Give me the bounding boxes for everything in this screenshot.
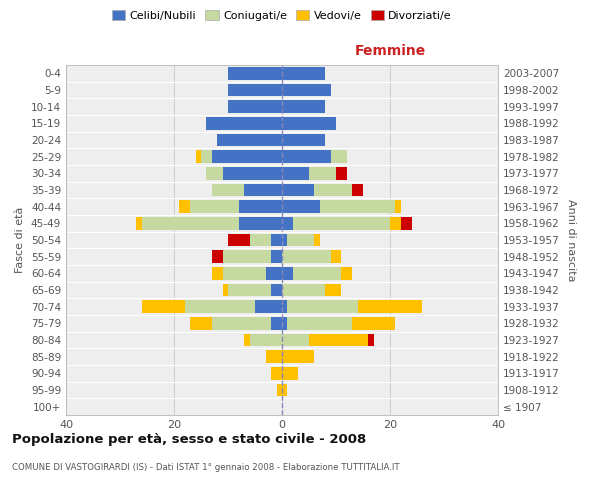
Bar (282, 200, 320, 213)
Bar (239, 217, 282, 230)
Bar (190, 200, 239, 213)
Bar (212, 317, 271, 330)
Bar (293, 267, 341, 280)
Bar (282, 217, 293, 230)
Bar (271, 367, 282, 380)
Bar (244, 334, 250, 346)
Y-axis label: Fasce di età: Fasce di età (16, 207, 25, 273)
Bar (255, 300, 282, 313)
Bar (201, 150, 212, 163)
Bar (271, 284, 282, 296)
Bar (287, 234, 314, 246)
Bar (239, 200, 282, 213)
Bar (282, 350, 314, 363)
Bar (336, 167, 347, 179)
Bar (212, 150, 282, 163)
Bar (250, 234, 271, 246)
Bar (390, 217, 401, 230)
Bar (282, 150, 331, 163)
Bar (282, 334, 309, 346)
Bar (287, 317, 352, 330)
Bar (352, 184, 363, 196)
Bar (228, 234, 250, 246)
Bar (331, 150, 347, 163)
Bar (282, 284, 325, 296)
Bar (293, 217, 390, 230)
Bar (287, 300, 358, 313)
Bar (282, 300, 287, 313)
Bar (341, 267, 352, 280)
Bar (228, 67, 282, 80)
Bar (282, 367, 298, 380)
Bar (282, 234, 287, 246)
Bar (309, 167, 336, 179)
Bar (314, 234, 320, 246)
Bar (282, 167, 309, 179)
Bar (266, 267, 282, 280)
Bar (266, 350, 282, 363)
Bar (395, 200, 401, 213)
Bar (331, 250, 341, 263)
Bar (206, 167, 223, 179)
Bar (185, 300, 255, 313)
Bar (282, 67, 325, 80)
Bar (282, 84, 331, 96)
Bar (282, 317, 287, 330)
Text: Popolazione per età, sesso e stato civile - 2008: Popolazione per età, sesso e stato civil… (12, 432, 366, 446)
Bar (282, 100, 325, 113)
Bar (325, 284, 341, 296)
Bar (320, 200, 395, 213)
Text: Femmine: Femmine (355, 44, 425, 58)
Bar (228, 100, 282, 113)
Bar (244, 184, 282, 196)
Bar (136, 217, 142, 230)
Bar (212, 184, 244, 196)
Bar (223, 284, 228, 296)
Bar (282, 184, 314, 196)
Text: COMUNE DI VASTOGIRARDI (IS) - Dati ISTAT 1° gennaio 2008 - Elaborazione TUTTITAL: COMUNE DI VASTOGIRARDI (IS) - Dati ISTAT… (12, 462, 400, 471)
Bar (223, 167, 282, 179)
Bar (271, 234, 282, 246)
Bar (314, 184, 352, 196)
Bar (282, 384, 287, 396)
Bar (223, 267, 266, 280)
Bar (271, 317, 282, 330)
Bar (368, 334, 374, 346)
Bar (250, 334, 282, 346)
Bar (309, 334, 368, 346)
Bar (217, 134, 282, 146)
Bar (228, 84, 282, 96)
Bar (401, 217, 412, 230)
Bar (223, 250, 271, 263)
Bar (196, 150, 201, 163)
Bar (352, 317, 395, 330)
Bar (190, 317, 212, 330)
Bar (212, 267, 223, 280)
Bar (271, 250, 282, 263)
Bar (228, 284, 271, 296)
Bar (282, 250, 331, 263)
Bar (142, 300, 185, 313)
Bar (212, 250, 223, 263)
Legend: Celibi/Nubili, Coniugati/e, Vedovi/e, Divorziati/e: Celibi/Nubili, Coniugati/e, Vedovi/e, Di… (110, 8, 454, 23)
Bar (142, 217, 239, 230)
Bar (277, 384, 282, 396)
Bar (282, 117, 336, 130)
Bar (358, 300, 422, 313)
Bar (282, 134, 325, 146)
Bar (179, 200, 190, 213)
Y-axis label: Anni di nascita: Anni di nascita (566, 198, 576, 281)
Bar (282, 267, 293, 280)
Bar (206, 117, 282, 130)
